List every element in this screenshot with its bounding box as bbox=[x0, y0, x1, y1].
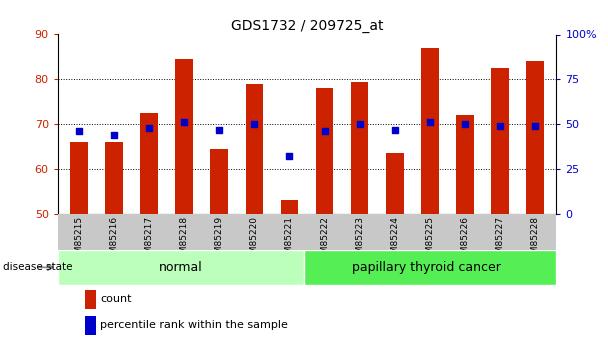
Bar bbox=[105, 142, 123, 214]
Bar bbox=[421, 48, 439, 214]
Bar bbox=[140, 113, 158, 214]
Text: papillary thyroid cancer: papillary thyroid cancer bbox=[352, 261, 501, 274]
Point bbox=[179, 120, 189, 125]
Title: GDS1732 / 209725_at: GDS1732 / 209725_at bbox=[231, 19, 383, 33]
Text: GSM85223: GSM85223 bbox=[355, 216, 364, 265]
Bar bbox=[210, 149, 228, 214]
Bar bbox=[456, 115, 474, 214]
Point bbox=[530, 123, 540, 129]
Bar bbox=[527, 61, 544, 214]
Text: GSM85219: GSM85219 bbox=[215, 216, 224, 265]
Point bbox=[285, 154, 294, 159]
Text: GSM85222: GSM85222 bbox=[320, 216, 329, 265]
Point bbox=[144, 125, 154, 130]
Bar bbox=[316, 88, 333, 214]
Bar bbox=[386, 153, 404, 214]
Text: GSM85226: GSM85226 bbox=[460, 216, 469, 265]
Text: GSM85224: GSM85224 bbox=[390, 216, 399, 265]
Text: GSM85217: GSM85217 bbox=[145, 216, 154, 265]
Bar bbox=[303, 250, 556, 285]
Point bbox=[215, 127, 224, 132]
Bar bbox=[175, 59, 193, 214]
Point bbox=[320, 129, 330, 134]
Bar bbox=[246, 84, 263, 214]
Text: GSM85228: GSM85228 bbox=[531, 216, 540, 265]
Text: GSM85215: GSM85215 bbox=[74, 216, 83, 265]
Point bbox=[249, 121, 259, 127]
Text: normal: normal bbox=[159, 261, 202, 274]
Bar bbox=[281, 200, 299, 214]
Text: GSM85220: GSM85220 bbox=[250, 216, 259, 265]
Text: disease state: disease state bbox=[3, 263, 72, 272]
Point bbox=[390, 127, 399, 132]
Text: GSM85221: GSM85221 bbox=[285, 216, 294, 265]
Bar bbox=[351, 81, 368, 214]
Bar bbox=[70, 142, 88, 214]
Text: GSM85218: GSM85218 bbox=[179, 216, 188, 265]
Bar bbox=[58, 250, 303, 285]
Text: GSM85227: GSM85227 bbox=[496, 216, 505, 265]
Point bbox=[74, 129, 84, 134]
Text: count: count bbox=[100, 294, 132, 304]
Point bbox=[355, 121, 365, 127]
Bar bbox=[491, 68, 509, 214]
Point bbox=[109, 132, 119, 138]
Text: GSM85216: GSM85216 bbox=[109, 216, 119, 265]
Text: GSM85225: GSM85225 bbox=[426, 216, 435, 265]
Point bbox=[460, 121, 470, 127]
Text: percentile rank within the sample: percentile rank within the sample bbox=[100, 320, 288, 330]
Point bbox=[425, 120, 435, 125]
Point bbox=[496, 123, 505, 129]
